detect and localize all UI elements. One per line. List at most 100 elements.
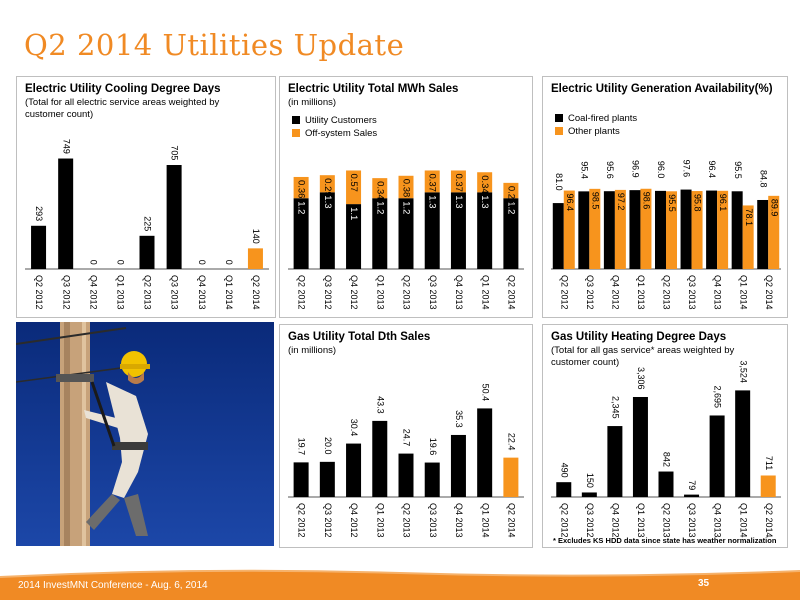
- bar-coal-fired: [706, 190, 718, 269]
- data-label: 35.3: [454, 410, 464, 428]
- bar-coal-fired: [578, 191, 590, 269]
- bar: [450, 434, 466, 497]
- footer-band: [0, 569, 800, 600]
- x-tick-label: Q2 2012: [297, 275, 307, 310]
- chart-subtitle: (Total for all electric service areas we…: [25, 97, 220, 120]
- bar-current-quarter: [247, 248, 263, 269]
- chart-subtitle: (Total for all gas service* areas weight…: [551, 345, 735, 368]
- bar-utility-customers: [424, 192, 440, 269]
- x-tick-label: Q2 2014: [764, 275, 774, 310]
- data-label: 1.2: [296, 201, 307, 214]
- chart-panel-dth-sales: Gas Utility Total Dth Sales (in millions…: [279, 324, 533, 548]
- bar-other-plants: [742, 205, 754, 269]
- data-label: 98.6: [642, 192, 652, 210]
- bar: [424, 462, 440, 497]
- legend-item-coal-fired: Coal-fired plants: [555, 113, 637, 124]
- x-tick-label: Q1 2014: [480, 503, 490, 538]
- x-tick-label: Q1 2014: [738, 275, 748, 310]
- bar-coal-fired: [731, 191, 743, 269]
- bar-off-system-sales: [477, 172, 493, 193]
- x-tick-label: Q3 2013: [687, 503, 697, 538]
- data-label: 2,695: [713, 385, 723, 408]
- x-tick-label: Q1 2014: [480, 275, 490, 310]
- data-label: 97.2: [616, 193, 626, 211]
- data-label: 1.3: [427, 195, 438, 208]
- bar-utility-customers: [293, 198, 309, 269]
- bar: [581, 492, 597, 497]
- bar-coal-fired: [552, 203, 564, 269]
- x-tick-label: Q3 2013: [687, 275, 697, 310]
- bar: [372, 420, 388, 497]
- x-tick-label: Q3 2013: [428, 503, 438, 538]
- legend-item-utility-customers: Utility Customers: [292, 115, 377, 126]
- bar: [709, 415, 725, 497]
- x-tick-label: Q4 2012: [349, 503, 359, 538]
- data-label: 0: [116, 260, 126, 265]
- x-tick-label: Q2 2014: [764, 503, 774, 538]
- data-label: 81.0: [554, 173, 564, 191]
- data-label: 95.4: [579, 161, 589, 179]
- bar-current-quarter: [503, 457, 519, 497]
- data-label: 96.4: [565, 194, 575, 212]
- data-label: 20.0: [323, 437, 333, 455]
- bar: [735, 390, 751, 497]
- bar-utility-customers: [319, 192, 335, 269]
- data-label: 1.3: [453, 195, 464, 208]
- data-label: 0.34: [374, 181, 385, 200]
- data-label: 0.34: [479, 175, 490, 194]
- x-tick-label: Q3 2013: [170, 275, 180, 310]
- x-tick-label: Q4 2013: [197, 275, 207, 310]
- data-label: 95.5: [667, 194, 677, 212]
- bar-coal-fired: [655, 190, 666, 269]
- bar-off-system-sales: [346, 170, 362, 205]
- bar: [139, 235, 155, 269]
- x-tick-label: Q4 2013: [454, 275, 464, 310]
- chart-panel-heating-degree-days: Gas Utility Heating Degree Days (Total f…: [542, 324, 788, 548]
- data-label: 140: [251, 229, 261, 244]
- dth-sales-chart: Q2 2012 19.7 Q3 2012 20.0 Q4 2012 30.4 Q1 2013…: [288, 384, 524, 538]
- chart-panel-mwh-sales: Electric Utility Total MWh Sales (in mil…: [279, 76, 533, 318]
- data-label: 50.4: [480, 384, 490, 402]
- data-label: 0.36: [296, 180, 307, 199]
- chart-subtitle: (in millions): [288, 97, 337, 108]
- legend-swatch-orange: [555, 127, 563, 135]
- data-label: 24.7: [402, 429, 412, 447]
- data-label: 19.7: [297, 438, 307, 456]
- data-label: 95.8: [693, 194, 703, 212]
- bar: [556, 482, 572, 497]
- data-label: 84.8: [758, 170, 768, 188]
- data-label: 79: [687, 480, 697, 490]
- x-tick-label: Q1 2014: [224, 275, 234, 310]
- legend-item-other-plants: Other plants: [555, 126, 620, 137]
- bar-other-plants: [563, 190, 575, 269]
- x-tick-label: Q2 2012: [34, 275, 44, 310]
- utility-lineman-photo: [15, 322, 274, 546]
- x-tick-label: Q2 2014: [507, 275, 517, 310]
- bar-off-system-sales: [450, 170, 466, 193]
- chart-subtitle: (in millions): [288, 345, 337, 356]
- x-tick-label: Q3 2012: [585, 503, 595, 538]
- bar: [319, 461, 335, 497]
- data-label: 293: [34, 206, 44, 221]
- bar: [31, 225, 47, 269]
- x-tick-label: Q2 2012: [297, 503, 307, 538]
- bar-utility-customers: [450, 192, 466, 269]
- bar-other-plants: [768, 195, 780, 269]
- bar-utility-customers: [503, 198, 519, 269]
- bar-other-plants: [666, 191, 677, 269]
- chart-title: Electric Utility Generation Availability…: [551, 83, 773, 95]
- data-label: 1.3: [322, 195, 333, 208]
- data-label: 0.57: [348, 173, 359, 192]
- data-label: 30.4: [349, 419, 359, 437]
- x-tick-label: Q2 2013: [662, 275, 672, 310]
- data-label: 0.26: [505, 186, 516, 205]
- x-tick-label: Q1 2013: [636, 503, 646, 538]
- x-tick-label: Q3 2012: [323, 275, 333, 310]
- data-label: 95.5: [733, 161, 743, 179]
- bar-utility-customers: [398, 198, 414, 269]
- data-label: 150: [585, 473, 595, 488]
- data-label: 97.6: [682, 160, 692, 178]
- x-tick-label: Q3 2013: [428, 275, 438, 310]
- data-label: 1.3: [479, 195, 490, 208]
- data-label: 19.6: [428, 438, 438, 456]
